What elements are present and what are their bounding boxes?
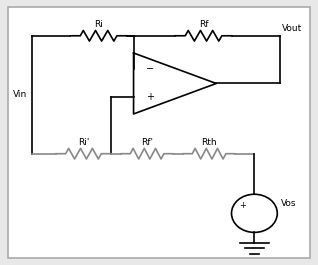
Text: Vos: Vos xyxy=(280,199,296,208)
Text: −: − xyxy=(146,64,155,74)
Text: Rf': Rf' xyxy=(141,138,153,147)
FancyBboxPatch shape xyxy=(8,7,310,258)
Text: Ri: Ri xyxy=(94,20,103,29)
Text: Vout: Vout xyxy=(281,24,302,33)
Text: Vin: Vin xyxy=(13,90,27,99)
Text: Rf: Rf xyxy=(199,20,208,29)
Text: Rth: Rth xyxy=(201,138,217,147)
Text: +: + xyxy=(239,201,246,210)
Text: +: + xyxy=(146,92,154,103)
Text: Ri': Ri' xyxy=(78,138,89,147)
